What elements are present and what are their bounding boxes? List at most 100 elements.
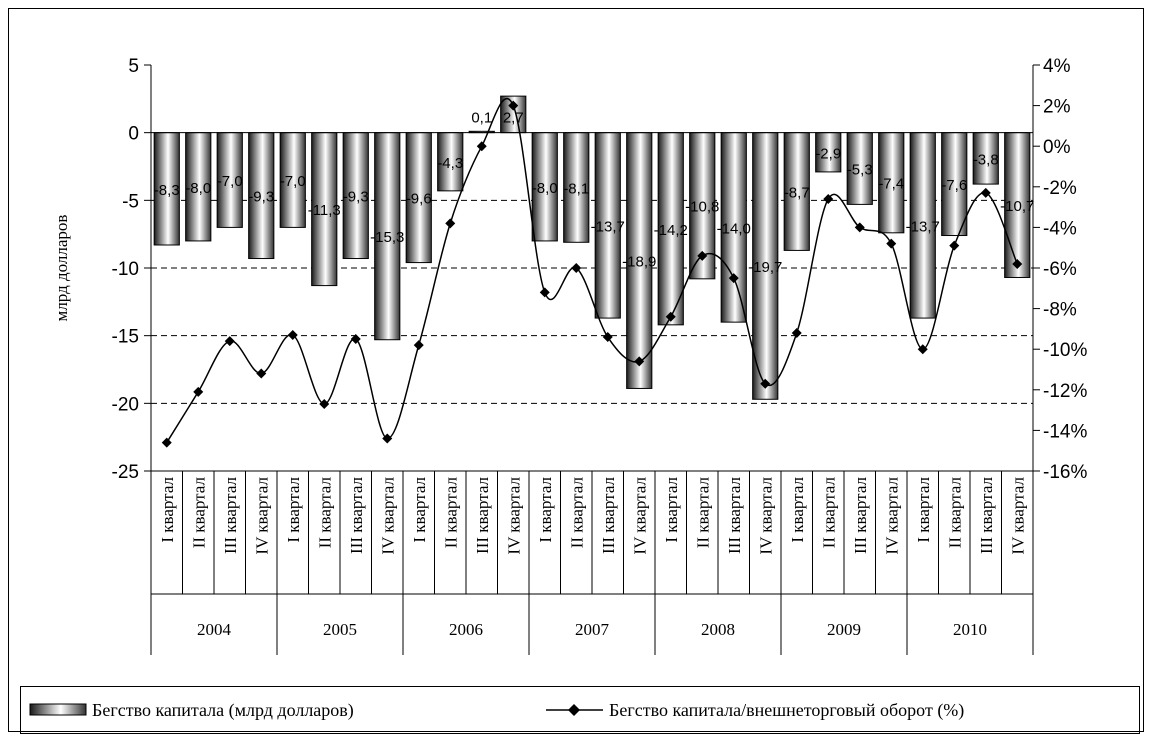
line-point xyxy=(697,250,708,261)
y-tick-label: 5 xyxy=(128,56,139,77)
bar-data-label: -11,3 xyxy=(308,202,341,219)
line-point xyxy=(571,263,582,273)
legend-swatch-bars xyxy=(29,703,87,716)
quarter-label: I квартал xyxy=(410,476,429,542)
quarter-label: III квартал xyxy=(221,476,240,553)
y2-tick-label: 4% xyxy=(1043,56,1071,77)
y2-tick-label: -8% xyxy=(1043,300,1077,321)
line-point xyxy=(665,311,676,322)
bar-data-label: -7,0 xyxy=(280,173,306,190)
line-point xyxy=(382,433,393,444)
quarter-label: IV квартал xyxy=(252,476,271,554)
bar-data-label: -7,4 xyxy=(878,176,904,193)
bar-data-label: -9,3 xyxy=(248,189,274,206)
y2-tick-label: 2% xyxy=(1043,97,1071,118)
year-label: 2010 xyxy=(953,620,987,639)
bar-data-label: 2,7 xyxy=(503,110,524,127)
quarter-label: III квартал xyxy=(851,476,870,553)
quarter-label: III квартал xyxy=(599,476,618,553)
line-point xyxy=(760,378,771,389)
line-point xyxy=(350,334,361,345)
y2-tick-label: -6% xyxy=(1043,259,1077,280)
quarter-label: II квартал xyxy=(567,476,586,548)
quarter-label: II квартал xyxy=(945,476,964,548)
y-tick-label: -10 xyxy=(112,259,139,280)
bar-data-label: -2,9 xyxy=(815,145,841,162)
bar xyxy=(846,132,873,205)
y2-tick-label: -12% xyxy=(1043,381,1087,402)
line-point xyxy=(980,187,991,198)
line-point xyxy=(413,340,424,351)
bar xyxy=(405,132,432,264)
line-point xyxy=(224,336,235,347)
bar xyxy=(216,132,243,228)
line-point xyxy=(791,327,802,338)
legend-label-line: Бегство капитала/внешнеторговый оборот (… xyxy=(609,700,964,721)
bar-data-label: -8,1 xyxy=(563,180,589,197)
bar xyxy=(248,132,275,260)
bar xyxy=(342,132,369,260)
bar xyxy=(657,132,684,326)
line-point xyxy=(539,287,550,298)
line-point xyxy=(508,100,519,111)
y2-tick-label: -4% xyxy=(1043,218,1077,239)
bar-data-label: -4,3 xyxy=(437,155,463,172)
year-label: 2006 xyxy=(449,620,483,639)
legend-swatch-marker xyxy=(568,704,580,716)
quarter-label: IV квартал xyxy=(504,476,523,554)
bar-data-label: -5,3 xyxy=(847,162,873,179)
bar-data-label: -13,7 xyxy=(591,218,625,235)
quarter-label: IV квартал xyxy=(1008,476,1027,554)
bar xyxy=(374,132,401,341)
bar-data-label: -9,6 xyxy=(406,191,432,208)
quarter-label: III квартал xyxy=(725,476,744,553)
bar-data-label: -13,7 xyxy=(906,218,940,235)
y2-tick-label: 0% xyxy=(1043,137,1071,158)
bar-data-label: -10,8 xyxy=(685,199,719,216)
quarter-label: IV квартал xyxy=(378,476,397,554)
line-point xyxy=(917,344,928,355)
quarter-label: IV квартал xyxy=(882,476,901,554)
quarter-label: II квартал xyxy=(693,476,712,548)
bar xyxy=(437,132,464,192)
quarter-label: I квартал xyxy=(158,476,177,542)
bar-data-label: -14,2 xyxy=(654,222,688,239)
quarter-label: III квартал xyxy=(473,476,492,553)
bar-data-label: -15,3 xyxy=(370,229,404,246)
line-point xyxy=(823,193,834,204)
bar xyxy=(626,132,653,389)
bar xyxy=(153,132,180,246)
y2-tick-label: -10% xyxy=(1043,340,1087,361)
y2-tick-label: -14% xyxy=(1043,421,1087,442)
bar xyxy=(563,132,590,243)
quarter-label: I квартал xyxy=(536,476,555,542)
bar-data-label: -18,9 xyxy=(622,254,656,271)
y-tick-label: -15 xyxy=(112,327,139,348)
legend-graphic: Бегство капитала (млрд долларов) Бегство … xyxy=(29,700,964,721)
year-label: 2007 xyxy=(575,620,610,639)
bar-data-label: -19,7 xyxy=(748,259,782,276)
bar xyxy=(878,132,905,234)
line-point xyxy=(445,218,456,229)
bar-data-label: -8,0 xyxy=(532,180,558,197)
quarter-label: I квартал xyxy=(662,476,681,542)
bar xyxy=(185,132,212,242)
line-point xyxy=(256,368,267,379)
bar-data-label: -8,0 xyxy=(185,180,211,197)
quarter-label: I квартал xyxy=(914,476,933,542)
bar-data-label: -7,0 xyxy=(217,173,243,190)
bar xyxy=(311,132,338,287)
year-label: 2004 xyxy=(197,620,232,639)
line-point xyxy=(476,141,487,152)
y2-tick-label: -2% xyxy=(1043,178,1077,199)
line-point xyxy=(161,437,172,448)
year-label: 2009 xyxy=(827,620,861,639)
combo-chart: 5 0 -5 -10 -15 -20 -25 4% 2% 0% -2% -4% -6% -8% -10% -1… xyxy=(52,56,1087,655)
bar xyxy=(752,132,779,400)
bar-data-label: -3,8 xyxy=(973,151,999,168)
bar xyxy=(783,132,810,251)
y-tick-label: 0 xyxy=(128,124,139,145)
legend: Бегство капитала (млрд долларов) Бегство … xyxy=(20,686,1140,734)
quarter-label: II квартал xyxy=(315,476,334,548)
quarter-label: II квартал xyxy=(819,476,838,548)
